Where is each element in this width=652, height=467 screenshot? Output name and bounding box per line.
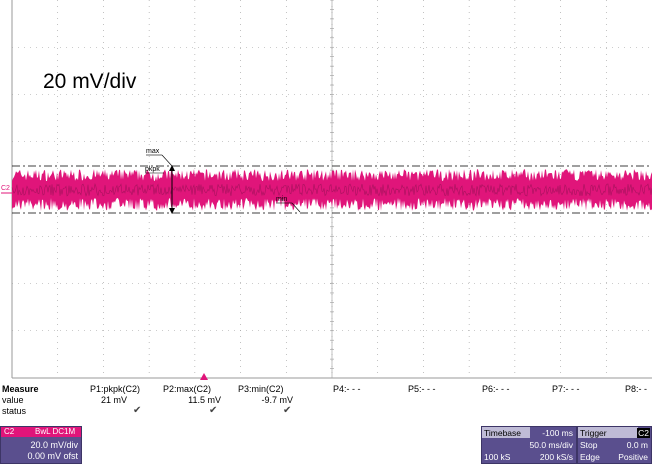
timebase-rate: 200 kS/s [539, 452, 573, 462]
c2-trace-core [11, 183, 652, 197]
trigger-level: 0.0 m [626, 440, 648, 450]
timebase-panel[interactable]: Timebase -100 ms 50.0 ms/div 100 kS 200 … [481, 426, 577, 464]
param-p1-status-check-icon: ✔ [133, 405, 142, 416]
channel-c2-descriptor[interactable]: C2 BwL DC1M 20.0 mV/div 0.00 mV ofst [0, 426, 82, 464]
param-p3-value: -9.7 mV [261, 395, 293, 405]
timebase-header-bg [482, 427, 530, 438]
channel-c2-vdiv: 20.0 mV/div [30, 440, 78, 450]
param-p6-label[interactable]: P6:- - - [482, 384, 510, 394]
trigger-type: Edge [580, 452, 600, 462]
param-p2-label[interactable]: P2:max(C2) [163, 384, 212, 394]
trigger-title: Trigger [580, 428, 607, 438]
vdiv-annotation: 20 mV/div [43, 70, 137, 93]
pkpk-arrow-down [169, 208, 175, 214]
timebase-tdiv: 50.0 ms/div [529, 440, 573, 450]
min-marker-label: min [276, 196, 287, 203]
channel-c2-name: C2 [4, 427, 15, 436]
trigger-slope: Positive [618, 452, 648, 462]
param-p7-label[interactable]: P7:- - - [552, 384, 580, 394]
param-p1-value: 21 mV [100, 395, 127, 405]
param-p1-label[interactable]: P1:pkpk(C2) [90, 384, 141, 394]
channel-c2-tag: C2 BwL DC1M [1, 427, 81, 437]
trigger-position-marker[interactable] [200, 373, 208, 380]
param-p8-label[interactable]: P8:- - [625, 384, 648, 394]
param-p3-status-check-icon: ✔ [283, 405, 292, 416]
pkpk-marker-label: pkpk [145, 166, 160, 173]
param-p2-value: 11.5 mV [188, 395, 221, 405]
trigger-mode: Stop [580, 440, 598, 450]
channel-c2-offset: 0.00 mV ofst [27, 451, 78, 461]
trigger-source: C2 [637, 428, 650, 438]
param-p5-label[interactable]: P5:- - - [408, 384, 436, 394]
param-p3-label[interactable]: P3:min(C2) [238, 384, 284, 394]
timebase-delay: -100 ms [542, 428, 573, 438]
timebase-samples: 100 kS [484, 452, 511, 462]
max-marker-leader [161, 154, 173, 167]
min-marker-leader [291, 202, 301, 213]
trigger-panel[interactable]: Trigger C2 Stop 0.0 m Edge Positive [577, 426, 652, 464]
status-row-label: status [2, 406, 27, 416]
trigger-header-bg [578, 427, 638, 438]
measure-header: Measure [2, 384, 39, 394]
channel-c2-coupling: BwL DC1M [35, 427, 76, 436]
value-row-label: value [2, 395, 24, 405]
max-marker-label: max [146, 148, 160, 155]
param-p2-status-check-icon: ✔ [209, 405, 218, 416]
timebase-title: Timebase [484, 428, 522, 438]
channel-marker-label: C2 [1, 185, 10, 192]
param-p4-label[interactable]: P4:- - - [333, 384, 361, 394]
scope-display[interactable]: max pkpk min C2 20 mV/div [0, 0, 652, 380]
pkpk-arrow-up [169, 165, 175, 171]
